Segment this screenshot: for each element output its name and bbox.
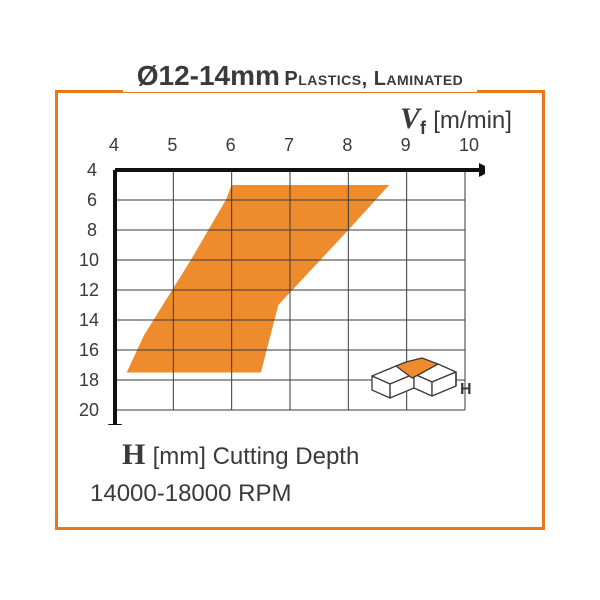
- y-axis-symbol: H: [122, 438, 145, 471]
- x-axis-subscript: f: [420, 118, 426, 138]
- title-material: Plastics, Laminated: [284, 68, 463, 90]
- inset-h-label: H: [460, 381, 472, 398]
- x-tick: 5: [167, 135, 177, 156]
- x-tick: 7: [284, 135, 294, 156]
- x-tick: 4: [109, 135, 119, 156]
- y-tick: 12: [79, 280, 99, 301]
- title-diameter: Ø12-14mm: [137, 60, 280, 91]
- y-axis-label: H [mm] Cutting Depth: [122, 438, 359, 472]
- y-tick: 8: [87, 220, 97, 241]
- x-tick: 9: [401, 135, 411, 156]
- plot-area: H: [85, 145, 485, 425]
- depth-inset: [372, 358, 456, 398]
- y-axis-unit: [mm] Cutting Depth: [153, 443, 360, 470]
- feed-region: [127, 185, 390, 373]
- y-tick: 10: [79, 250, 99, 271]
- y-tick: 4: [87, 160, 97, 181]
- y-tick: 20: [79, 400, 99, 421]
- x-tick: 8: [342, 135, 352, 156]
- y-tick: 6: [87, 190, 97, 211]
- rpm-text: 14000-18000 RPM: [90, 480, 291, 508]
- x-tick: 10: [459, 135, 479, 156]
- y-tick: 16: [79, 340, 99, 361]
- chart-title: Ø12-14mm Plastics, Laminated: [0, 60, 600, 92]
- x-tick: 6: [226, 135, 236, 156]
- x-axis-label: Vf [m/min]: [400, 102, 512, 139]
- x-axis-symbol: V: [400, 102, 420, 135]
- y-tick: 14: [79, 310, 99, 331]
- plot-svg: H: [85, 145, 485, 425]
- x-axis-unit: [m/min]: [433, 107, 512, 134]
- y-tick: 18: [79, 370, 99, 391]
